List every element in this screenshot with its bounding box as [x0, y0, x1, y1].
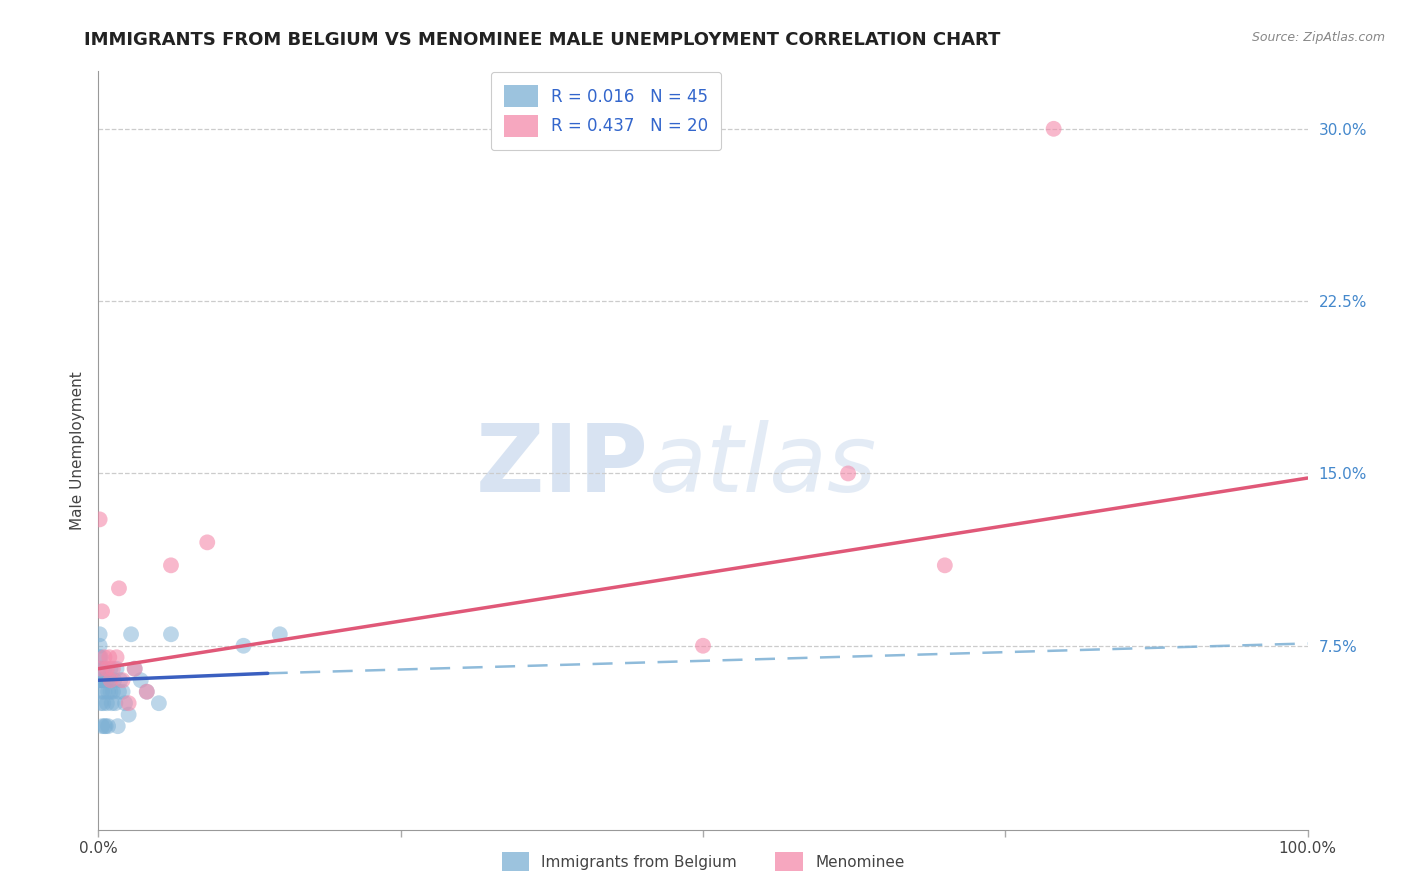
Point: [97, 719, 120, 733]
Point: [100, 662, 122, 676]
Point: [93, 684, 115, 698]
Point: [148, 696, 170, 710]
Point: [93, 662, 115, 676]
Point: [269, 627, 291, 641]
Point: [124, 662, 146, 676]
Legend: R = 0.016   N = 45, R = 0.437   N = 20: R = 0.016 N = 45, R = 0.437 N = 20: [491, 72, 721, 150]
Point: [114, 696, 136, 710]
Point: [108, 582, 131, 596]
Point: [135, 684, 157, 698]
Text: IMMIGRANTS FROM BELGIUM VS MENOMINEE MALE UNEMPLOYMENT CORRELATION CHART: IMMIGRANTS FROM BELGIUM VS MENOMINEE MAL…: [84, 31, 1001, 49]
Point: [160, 558, 183, 573]
Point: [103, 673, 125, 688]
Point: [100, 684, 122, 698]
Point: [160, 627, 183, 641]
Point: [107, 719, 129, 733]
Point: [195, 535, 218, 549]
Point: [90, 673, 112, 688]
Point: [111, 684, 134, 698]
Point: [91, 684, 114, 698]
Point: [692, 639, 714, 653]
Point: [118, 696, 141, 710]
Point: [90, 662, 112, 676]
Point: [96, 696, 118, 710]
Point: [93, 719, 115, 733]
Point: [94, 719, 117, 733]
Point: [98, 673, 121, 688]
Point: [104, 696, 127, 710]
Point: [90, 696, 112, 710]
Point: [89, 627, 111, 641]
Point: [91, 673, 114, 688]
Point: [91, 662, 114, 676]
Point: [105, 662, 128, 676]
Point: [105, 650, 128, 665]
Point: [934, 558, 956, 573]
Point: [101, 662, 124, 676]
Point: [89, 673, 111, 688]
Point: [91, 673, 114, 688]
Point: [90, 662, 112, 676]
Legend: Immigrants from Belgium, Menominee: Immigrants from Belgium, Menominee: [495, 847, 911, 877]
Point: [101, 684, 124, 698]
Point: [93, 650, 115, 665]
Point: [91, 604, 114, 618]
Point: [232, 639, 254, 653]
Point: [89, 512, 111, 526]
Point: [108, 684, 131, 698]
Point: [120, 627, 142, 641]
Point: [1042, 121, 1064, 136]
Text: ZIP: ZIP: [475, 419, 648, 512]
Point: [135, 684, 157, 698]
Point: [100, 673, 122, 688]
Point: [108, 673, 131, 688]
Point: [118, 707, 141, 722]
Point: [96, 673, 118, 688]
Point: [124, 662, 146, 676]
Y-axis label: Male Unemployment: Male Unemployment: [69, 371, 84, 530]
Point: [837, 467, 859, 481]
Point: [91, 696, 114, 710]
Text: Source: ZipAtlas.com: Source: ZipAtlas.com: [1251, 31, 1385, 45]
Point: [94, 673, 117, 688]
Point: [89, 650, 111, 665]
Point: [98, 650, 121, 665]
Point: [129, 673, 152, 688]
Point: [90, 650, 112, 665]
Point: [100, 696, 122, 710]
Point: [97, 684, 120, 698]
Point: [89, 639, 111, 653]
Text: atlas: atlas: [648, 420, 877, 511]
Point: [91, 719, 114, 733]
Point: [96, 662, 118, 676]
Point: [111, 673, 134, 688]
